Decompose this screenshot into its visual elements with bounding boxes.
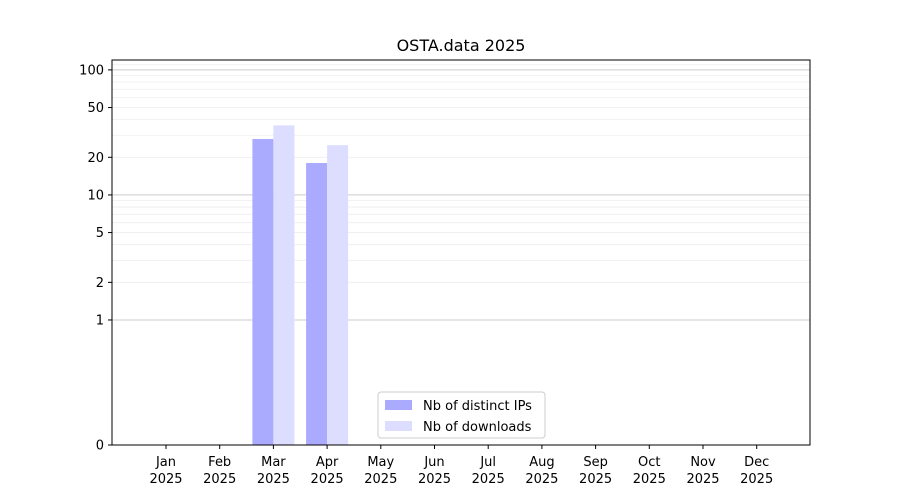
x-tick-label-year: 2025: [579, 472, 612, 487]
x-tick-label-month: Feb: [208, 455, 231, 470]
bar-downloads: [273, 125, 295, 445]
x-axis: Jan 2025 Feb 2025 Mar 2025 Apr 2025 May 2025 Jun 20…: [149, 445, 773, 487]
x-tick-label-year: 2025: [740, 472, 773, 487]
x-tick-label-month: Mar: [261, 455, 286, 470]
x-tick-label-month: Dec: [744, 455, 769, 470]
y-tick-label: 50: [87, 101, 104, 116]
x-tick-label-month: Apr: [316, 455, 339, 470]
bars: [252, 125, 349, 445]
bar-downloads: [327, 145, 349, 445]
y-tick-label: 10: [87, 188, 104, 203]
x-tick-label-year: 2025: [364, 472, 397, 487]
legend-label: Nb of distinct IPs: [423, 399, 532, 414]
x-tick-label-month: Oct: [638, 455, 660, 470]
x-tick-label-year: 2025: [686, 472, 719, 487]
legend-swatch: [385, 400, 412, 410]
legend-swatch: [385, 421, 412, 431]
x-tick-label-month: Nov: [690, 455, 716, 470]
plot-frame: [111, 59, 811, 446]
x-tick-label-month: Aug: [529, 455, 554, 470]
x-tick-label-month: Jun: [423, 455, 444, 470]
y-tick-label: 100: [79, 63, 104, 78]
x-tick-label-year: 2025: [311, 472, 344, 487]
grid-lines: [112, 64, 810, 321]
x-tick-label-year: 2025: [472, 472, 505, 487]
y-tick-label: 5: [96, 226, 104, 241]
y-tick-label: 1: [96, 313, 104, 328]
x-tick-label-year: 2025: [149, 472, 182, 487]
x-tick-label-month: Jan: [155, 455, 176, 470]
y-tick-label: 0: [96, 439, 104, 454]
x-tick-label-year: 2025: [203, 472, 236, 487]
legend-label: Nb of downloads: [423, 420, 532, 435]
bar-distinct-ips: [306, 163, 328, 445]
x-tick-label-year: 2025: [633, 472, 666, 487]
x-tick-label-year: 2025: [525, 472, 558, 487]
x-tick-label-month: May: [367, 455, 394, 470]
legend: Nb of distinct IPs Nb of downloads: [377, 391, 546, 439]
x-tick-label-year: 2025: [257, 472, 290, 487]
y-axis: 0 1 2 5 10 20 50 100: [79, 63, 112, 454]
bar-distinct-ips: [252, 139, 274, 445]
x-tick-label-year: 2025: [418, 472, 451, 487]
y-tick-label: 2: [96, 276, 104, 291]
x-tick-label-month: Jul: [479, 455, 496, 470]
legend-box: [377, 391, 546, 439]
chart-title: OSTA.data 2025: [397, 36, 526, 55]
x-tick-label-month: Sep: [583, 455, 608, 470]
y-tick-label: 20: [87, 151, 104, 166]
